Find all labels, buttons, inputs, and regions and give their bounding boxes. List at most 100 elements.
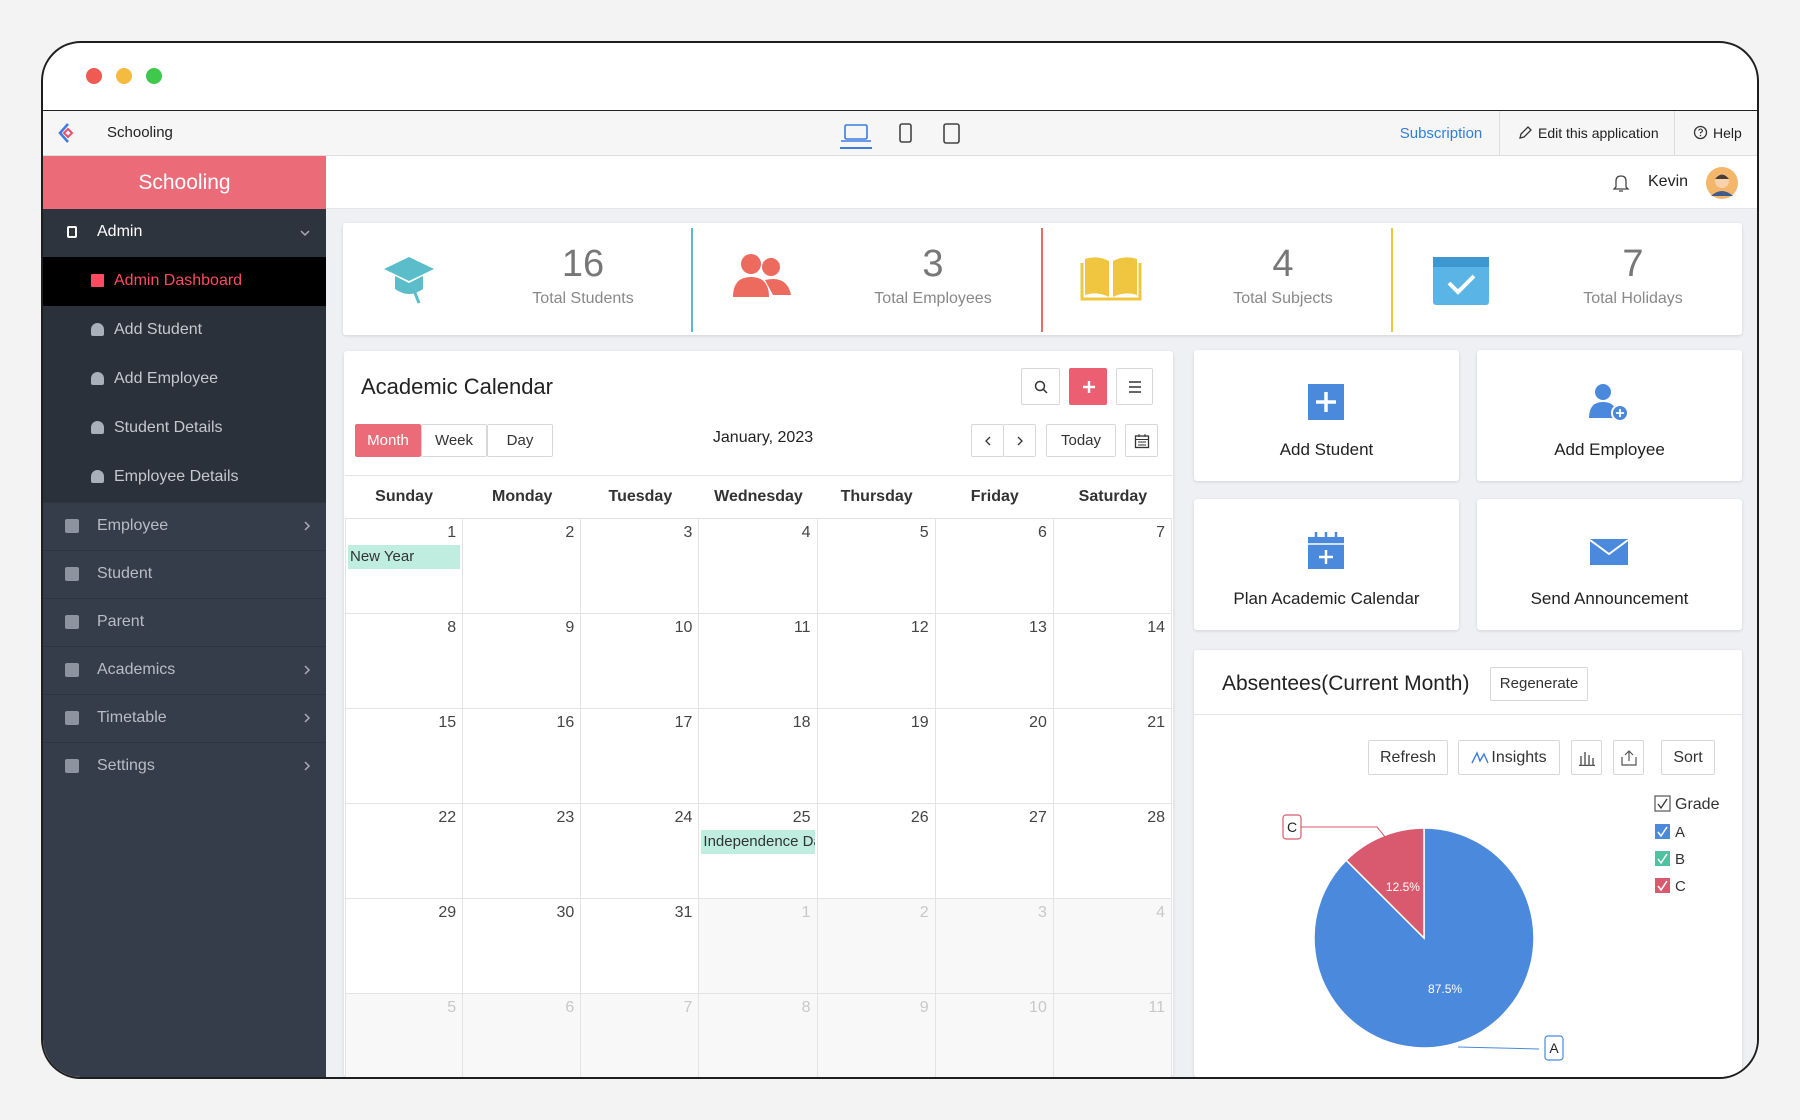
day-cell[interactable]: 29 (345, 899, 464, 994)
event-label[interactable]: New Year (348, 545, 461, 569)
export-button[interactable] (1613, 740, 1644, 775)
admin-row[interactable]: Admin (43, 209, 326, 257)
plus-icon (1083, 381, 1095, 393)
action-card[interactable]: Add Student (1194, 350, 1459, 481)
day-cell[interactable]: 5 (817, 519, 936, 614)
action-card[interactable]: Send Announcement (1477, 499, 1742, 630)
stat-label: Total Employees (874, 290, 992, 307)
sidebar-subitem[interactable]: Admin Dashboard (43, 257, 326, 306)
next-button[interactable] (1003, 424, 1036, 457)
day-cell[interactable]: 7 (1053, 519, 1172, 614)
help-link[interactable]: Help (1713, 125, 1742, 141)
today-button[interactable]: Today (1046, 424, 1116, 457)
day-number: 1 (447, 524, 457, 541)
sidebar-subitem[interactable]: Add Student (43, 306, 326, 355)
item-icon (65, 711, 79, 725)
day-cell[interactable]: 3 (935, 899, 1054, 994)
sidebar-item[interactable]: Student (43, 550, 326, 598)
sidebar-item[interactable]: Timetable (43, 694, 326, 742)
day-cell[interactable]: 4 (1053, 899, 1172, 994)
day-number: 22 (438, 809, 457, 826)
item-label: Employee (97, 517, 169, 534)
day-cell[interactable]: 13 (935, 614, 1054, 709)
sidebar-subitem[interactable]: Add Employee (43, 355, 326, 404)
view-button[interactable]: Week (421, 424, 487, 457)
day-cell[interactable]: 9 (817, 994, 936, 1077)
subitem-label: Employee Details (114, 468, 239, 485)
action-card[interactable]: Add Employee (1477, 350, 1742, 481)
day-number: 5 (919, 524, 929, 541)
insights-button[interactable]: Insights (1458, 740, 1560, 775)
day-cell[interactable]: 12 (817, 614, 936, 709)
day-cell[interactable]: 6 (463, 994, 582, 1077)
sort-button[interactable]: Sort (1661, 740, 1715, 775)
day-cell[interactable]: 22 (345, 804, 464, 899)
day-cell[interactable]: 17 (581, 709, 700, 804)
day-cell[interactable]: 23 (463, 804, 582, 899)
day-cell[interactable]: 21 (1053, 709, 1172, 804)
day-cell[interactable]: 30 (463, 899, 582, 994)
day-cell[interactable]: 10 (581, 614, 700, 709)
day-cell[interactable]: 9 (463, 614, 582, 709)
stat-label: Total Students (532, 290, 634, 307)
callout-box (1282, 814, 1302, 840)
day-cell[interactable]: 1 (699, 899, 818, 994)
menu-icon (1129, 381, 1141, 393)
date-picker-button[interactable] (1125, 424, 1158, 457)
search-button[interactable] (1021, 368, 1060, 405)
add-event-button[interactable] (1069, 368, 1107, 405)
sidebar-item[interactable]: Settings (43, 742, 326, 790)
day-cell[interactable]: 31 (581, 899, 700, 994)
view-button[interactable]: Day (487, 424, 553, 457)
menu-button[interactable] (1116, 368, 1153, 405)
day-cell[interactable]: 8 (345, 614, 464, 709)
day-number: 28 (1147, 809, 1165, 826)
window-dot (146, 68, 162, 84)
day-cell[interactable]: 18 (699, 709, 818, 804)
day-cell[interactable]: 14 (1053, 614, 1172, 709)
day-cell[interactable]: 28 (1053, 804, 1172, 899)
day-cell[interactable]: 2 (817, 899, 936, 994)
prev-button[interactable] (971, 424, 1004, 457)
day-cell[interactable]: 11 (699, 614, 818, 709)
export-icon (1621, 750, 1637, 766)
handle (1042, 388, 1048, 394)
sidebar-subitem[interactable]: Student Details (43, 404, 326, 453)
day-cell[interactable]: 8 (699, 994, 818, 1077)
day-cell[interactable]: 26 (817, 804, 936, 899)
sidebar-item[interactable]: Parent (43, 598, 326, 646)
day-cell[interactable]: 11 (1053, 994, 1172, 1077)
chart-type-button[interactable] (1571, 740, 1602, 775)
chevron (304, 521, 311, 531)
day-cell[interactable]: 3 (581, 519, 700, 614)
day-cell[interactable]: 19 (817, 709, 936, 804)
day-cell[interactable]: 2 (463, 519, 582, 614)
sidebar-item[interactable]: Employee (43, 502, 326, 550)
refresh-button[interactable]: Refresh (1368, 740, 1448, 775)
day-cell[interactable]: 10 (935, 994, 1054, 1077)
day-cell[interactable]: 25 Independence Day (699, 804, 818, 899)
day-cell[interactable]: 7 (581, 994, 700, 1077)
view-button[interactable]: Month (355, 424, 421, 457)
edit-application[interactable]: Edit this application (1538, 125, 1659, 141)
day-number: 4 (1156, 904, 1165, 921)
day-cell[interactable]: 15 (345, 709, 464, 804)
day-cell[interactable]: 16 (463, 709, 582, 804)
subscription-link[interactable]: Subscription (1399, 125, 1483, 142)
regenerate-button[interactable]: Regenerate (1490, 667, 1588, 701)
day-cell[interactable]: 4 (699, 519, 818, 614)
sidebar-item[interactable]: Academics (43, 646, 326, 694)
action-card[interactable]: Plan Academic Calendar (1194, 499, 1459, 630)
sidebar-subitem[interactable]: Employee Details (43, 453, 326, 502)
event-label[interactable]: Independence Day (701, 830, 815, 854)
day-cell[interactable]: 5 (345, 994, 464, 1077)
day-cell[interactable]: 24 (581, 804, 700, 899)
day-cell[interactable]: 1 New Year (345, 519, 464, 614)
help-mark (1698, 128, 1704, 134)
window-dot (116, 68, 132, 84)
day-cell[interactable]: 6 (935, 519, 1054, 614)
day-cell[interactable]: 20 (935, 709, 1054, 804)
day-cell[interactable]: 27 (935, 804, 1054, 899)
weekday-label: Thursday (840, 488, 913, 505)
